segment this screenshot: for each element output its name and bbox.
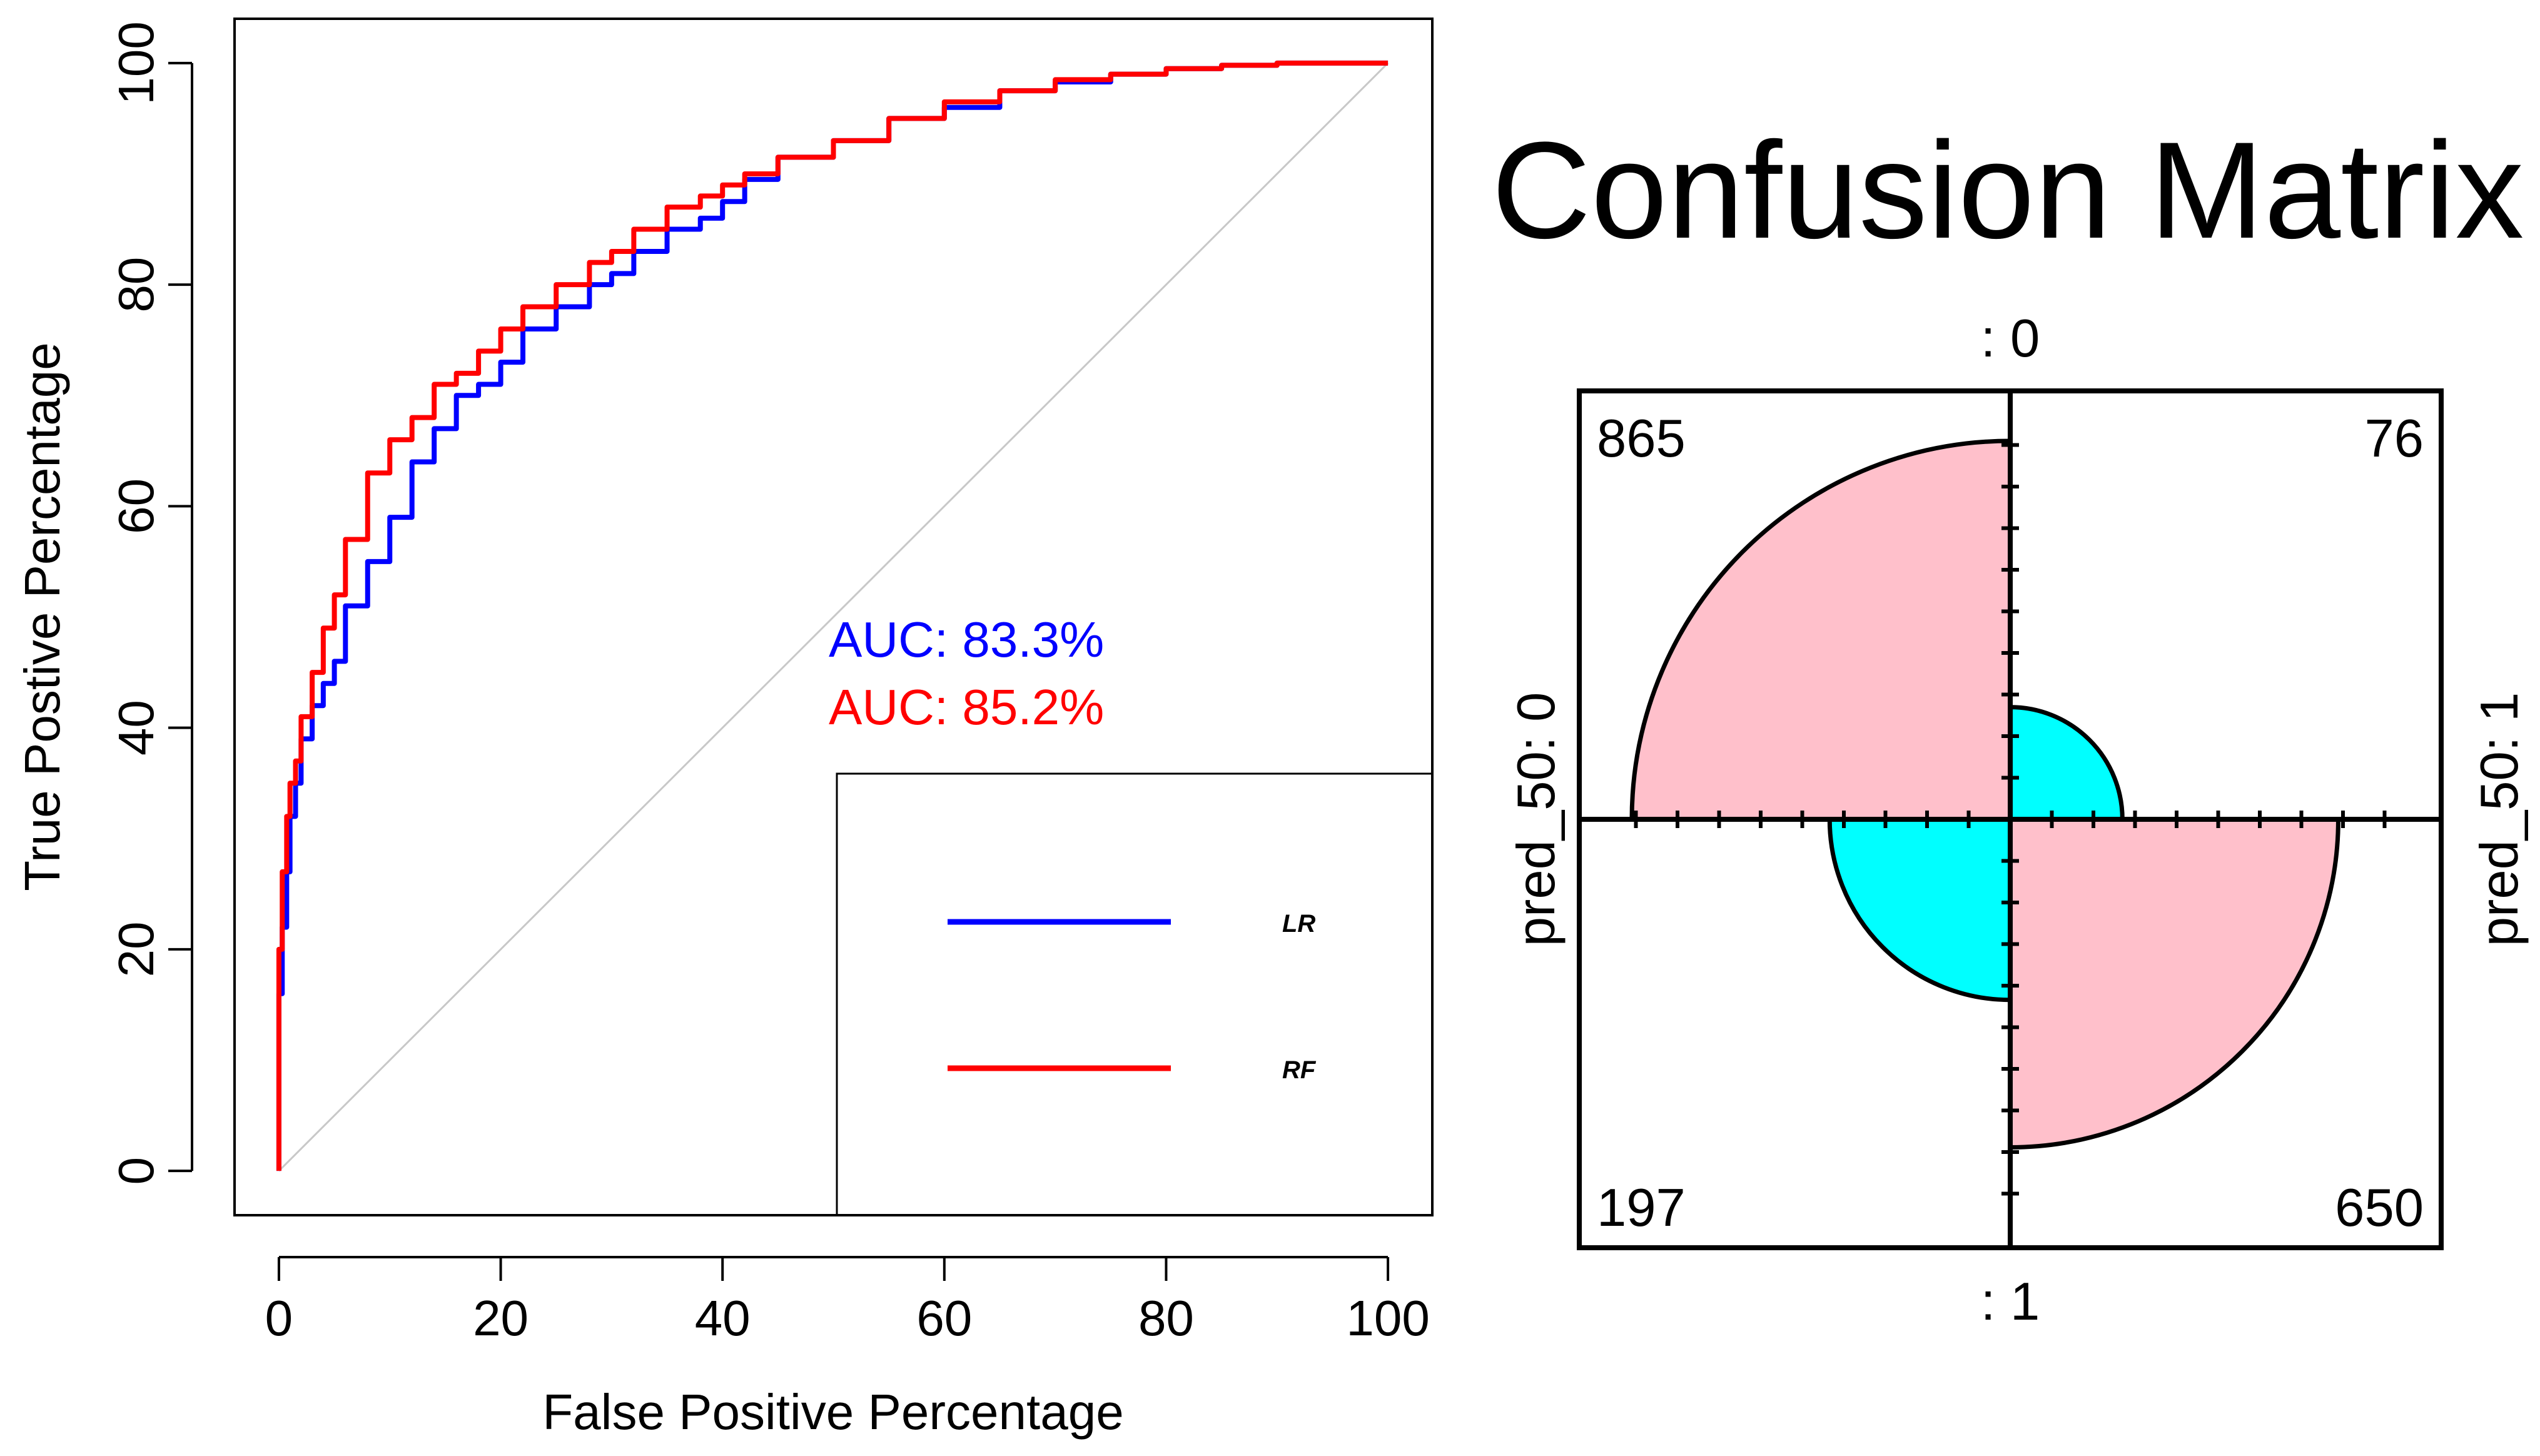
confusion-matrix-title: Confusion Matrix	[1492, 113, 2524, 267]
cell-value-top-right: 76	[2364, 409, 2424, 468]
roc-series-line-rf	[276, 60, 1389, 1171]
y-tick-label-20: 20	[108, 921, 164, 977]
x-tick-label-100: 100	[1346, 1290, 1429, 1346]
y-tick-label-80: 80	[108, 257, 164, 313]
x-tick-label-40: 40	[695, 1290, 751, 1346]
sector-top-right	[2008, 705, 2125, 822]
auc-label-lr: AUC: 83.3%	[829, 612, 1104, 667]
fourfold-top-label: : 0	[1981, 309, 2040, 368]
fourfold-sectors	[1629, 438, 2340, 1150]
fourfold-bottom-label: : 1	[1981, 1272, 2040, 1332]
roc-diagonal-reference-line	[278, 62, 1389, 1172]
confusion-matrix-chart: Confusion Matrix 865 76 197 650 : 0 : 1 …	[1492, 113, 2529, 1332]
legend-label-rf: RF	[1282, 1056, 1317, 1084]
roc-y-axis: 0 20 40 60 80 100	[108, 21, 193, 1185]
y-tick-label-0: 0	[108, 1157, 164, 1185]
roc-x-axis: 0 20 40 60 80 100	[265, 1256, 1430, 1346]
roc-x-axis-title: False Positive Percentage	[542, 1384, 1123, 1440]
y-tick-label-100: 100	[108, 21, 164, 104]
x-tick-label-60: 60	[916, 1290, 972, 1346]
legend-label-lr: LR	[1282, 910, 1315, 938]
auc-label-rf: AUC: 85.2%	[829, 679, 1104, 735]
x-tick-label-0: 0	[265, 1290, 293, 1346]
roc-chart: 0 20 40 60 80 100 0 20 40 60 80 100 LR RF AUC: 83.…	[14, 18, 1434, 1440]
sector-top-left	[1629, 438, 2013, 822]
y-tick-label-40: 40	[108, 700, 164, 756]
cell-value-top-left: 865	[1597, 409, 1686, 468]
roc-y-axis-title: True Postive Percentage	[14, 342, 70, 891]
fourfold-right-label: pred_50: 1	[2470, 692, 2529, 946]
y-tick-label-60: 60	[108, 478, 164, 534]
roc-legend-box	[836, 772, 1434, 1216]
x-tick-label-20: 20	[473, 1290, 529, 1346]
fourfold-ticks	[1634, 443, 2387, 1196]
sector-bottom-right	[2008, 817, 2340, 1150]
roc-series-group	[276, 60, 1389, 1171]
cell-value-bottom-right: 650	[2335, 1178, 2424, 1238]
fourfold-left-label: pred_50: 0	[1507, 692, 1566, 946]
sector-bottom-left	[1827, 817, 2013, 1003]
x-tick-label-80: 80	[1138, 1290, 1194, 1346]
cell-value-bottom-left: 197	[1597, 1178, 1686, 1238]
roc-plot-frame	[233, 18, 1434, 1216]
